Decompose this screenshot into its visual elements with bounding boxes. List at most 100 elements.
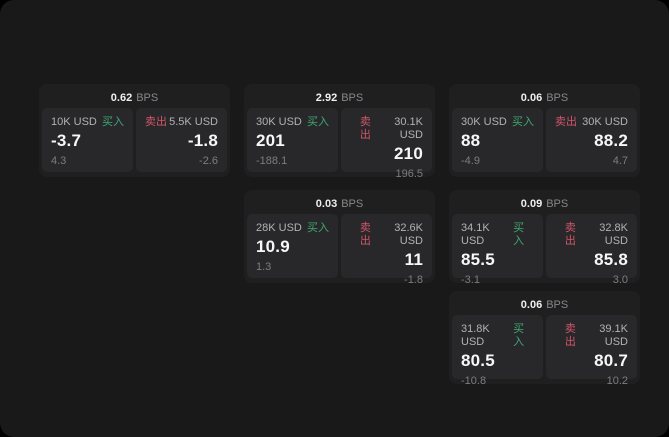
- buy-panel-top: 30K USD 买入: [256, 116, 329, 129]
- spread-value: 2.92: [315, 91, 338, 104]
- buy-price: -3.7: [51, 131, 82, 150]
- sell-amount: 5.5K USD: [169, 116, 218, 128]
- sell-panel-top: 卖出 5.5K USD: [145, 116, 218, 129]
- sell-side-label: 卖出: [359, 116, 371, 141]
- quote-card: 0.06 BPS 31.8K USD 买入 80.5 -10.8 卖出 39.1…: [449, 291, 640, 387]
- spread-value: 0.06: [520, 298, 543, 311]
- quote-panels: 10K USD 买入 -3.7 4.3 卖出 5.5K USD -1.8 -2.…: [42, 108, 227, 172]
- buy-side-label: 买入: [102, 116, 124, 128]
- buy-price: 10.9: [256, 237, 290, 256]
- buy-panel[interactable]: 31.8K USD 买入 80.5 -10.8: [452, 315, 543, 387]
- quote-card: 0.06 BPS 30K USD 买入 88 -4.9 卖出 30K USD 8…: [449, 84, 640, 177]
- sell-panel-top: 卖出 39.1K USD: [555, 323, 628, 349]
- sell-side-label: 卖出: [145, 116, 167, 128]
- buy-panel-top: 30K USD 买入: [461, 116, 534, 129]
- quote-card: 2.92 BPS 30K USD 买入 201 -188.1 卖出 30.1K …: [244, 84, 435, 180]
- sell-price: 88.2: [594, 131, 628, 150]
- sell-amount: 32.8K USD: [599, 222, 628, 247]
- buy-panel[interactable]: 34.1K USD 买入 85.5 -3.1: [452, 214, 543, 286]
- buy-panel-top: 28K USD 买入: [256, 222, 329, 235]
- buy-side-label: 买入: [512, 116, 534, 128]
- buy-amount: 10K USD: [51, 116, 97, 128]
- buy-price: 85.5: [461, 250, 495, 269]
- sell-delta: 10.2: [606, 375, 628, 387]
- sell-price: 80.7: [594, 351, 628, 370]
- spread-unit-label: BPS: [341, 197, 364, 210]
- sell-side-label: 卖出: [359, 222, 371, 247]
- buy-amount: 30K USD: [256, 116, 302, 128]
- spread-unit-label: BPS: [546, 197, 569, 210]
- sell-amount: 30.1K USD: [394, 116, 423, 141]
- buy-price: 88: [461, 131, 481, 150]
- sell-side-label: 卖出: [564, 323, 576, 348]
- sell-amount: 39.1K USD: [599, 323, 628, 348]
- buy-amount: 30K USD: [461, 116, 507, 128]
- buy-panel[interactable]: 28K USD 买入 10.9 1.3: [247, 214, 338, 278]
- spread-value: 0.09: [520, 197, 543, 210]
- spread-header: 0.06 BPS: [452, 87, 637, 108]
- sell-amount: 32.6K USD: [394, 222, 423, 247]
- buy-panel-top: 34.1K USD 买入: [461, 222, 534, 248]
- spread-unit-label: BPS: [546, 91, 569, 104]
- buy-amount: 34.1K USD: [461, 222, 490, 247]
- spread-header: 0.09 BPS: [452, 193, 637, 214]
- spread-unit-label: BPS: [136, 91, 159, 104]
- sell-delta: -1.8: [404, 274, 423, 286]
- sell-price: 210: [394, 144, 423, 163]
- sell-panel-top: 卖出 32.8K USD: [555, 222, 628, 248]
- sell-panel[interactable]: 卖出 32.8K USD 85.8 3.0: [546, 214, 637, 286]
- sell-price: -1.8: [187, 131, 218, 150]
- sell-price: 11: [404, 250, 423, 269]
- buy-side-label: 买入: [307, 116, 329, 128]
- sell-panel[interactable]: 卖出 30.1K USD 210 196.5: [341, 108, 432, 180]
- buy-side-label: 买入: [513, 222, 525, 247]
- buy-price: 80.5: [461, 351, 495, 370]
- buy-panel[interactable]: 10K USD 买入 -3.7 4.3: [42, 108, 133, 172]
- spread-header: 0.03 BPS: [247, 193, 432, 214]
- sell-delta: 196.5: [395, 168, 423, 180]
- buy-amount: 31.8K USD: [461, 323, 490, 348]
- quote-card: 0.62 BPS 10K USD 买入 -3.7 4.3 卖出 5.5K USD…: [39, 84, 230, 177]
- buy-panel-top: 10K USD 买入: [51, 116, 124, 129]
- spread-value: 0.03: [315, 197, 338, 210]
- buy-panel[interactable]: 30K USD 买入 88 -4.9: [452, 108, 543, 172]
- buy-delta: 1.3: [256, 261, 272, 273]
- sell-delta: 3.0: [612, 274, 628, 286]
- buy-panel-top: 31.8K USD 买入: [461, 323, 534, 349]
- sell-delta: 4.7: [612, 155, 628, 167]
- spread-header: 0.06 BPS: [452, 294, 637, 315]
- quote-card: 0.03 BPS 28K USD 买入 10.9 1.3 卖出 32.6K US…: [244, 190, 435, 286]
- buy-side-label: 买入: [513, 323, 525, 348]
- spread-header: 2.92 BPS: [247, 87, 432, 108]
- quote-panels: 30K USD 买入 201 -188.1 卖出 30.1K USD 210 1…: [247, 108, 432, 180]
- quote-panels: 28K USD 买入 10.9 1.3 卖出 32.6K USD 11 -1.8: [247, 214, 432, 286]
- sell-panel[interactable]: 卖出 5.5K USD -1.8 -2.6: [136, 108, 227, 172]
- buy-delta: -4.9: [461, 155, 480, 167]
- sell-price: 85.8: [594, 250, 628, 269]
- sell-panel-top: 卖出 30.1K USD: [350, 116, 423, 142]
- buy-price: 201: [256, 131, 285, 150]
- buy-delta: -3.1: [461, 274, 480, 286]
- sell-panel[interactable]: 卖出 32.6K USD 11 -1.8: [341, 214, 432, 286]
- sell-amount: 30K USD: [582, 116, 628, 128]
- quote-panels: 31.8K USD 买入 80.5 -10.8 卖出 39.1K USD 80.…: [452, 315, 637, 387]
- sell-panel[interactable]: 卖出 30K USD 88.2 4.7: [546, 108, 637, 172]
- sell-panel[interactable]: 卖出 39.1K USD 80.7 10.2: [546, 315, 637, 387]
- buy-panel[interactable]: 30K USD 买入 201 -188.1: [247, 108, 338, 172]
- buy-side-label: 买入: [307, 222, 329, 234]
- buy-delta: 4.3: [51, 155, 67, 167]
- sell-panel-top: 卖出 30K USD: [555, 116, 628, 129]
- buy-delta: -10.8: [461, 375, 487, 387]
- quote-card: 0.09 BPS 34.1K USD 买入 85.5 -3.1 卖出 32.8K…: [449, 190, 640, 286]
- quote-panels: 34.1K USD 买入 85.5 -3.1 卖出 32.8K USD 85.8…: [452, 214, 637, 286]
- sell-side-label: 卖出: [555, 116, 577, 128]
- buy-delta: -188.1: [256, 155, 288, 167]
- sell-delta: -2.6: [199, 155, 218, 167]
- spread-value: 0.62: [110, 91, 133, 104]
- spread-unit-label: BPS: [341, 91, 364, 104]
- buy-amount: 28K USD: [256, 222, 302, 234]
- quote-panels: 30K USD 买入 88 -4.9 卖出 30K USD 88.2 4.7: [452, 108, 637, 172]
- sell-panel-top: 卖出 32.6K USD: [350, 222, 423, 248]
- spread-unit-label: BPS: [546, 298, 569, 311]
